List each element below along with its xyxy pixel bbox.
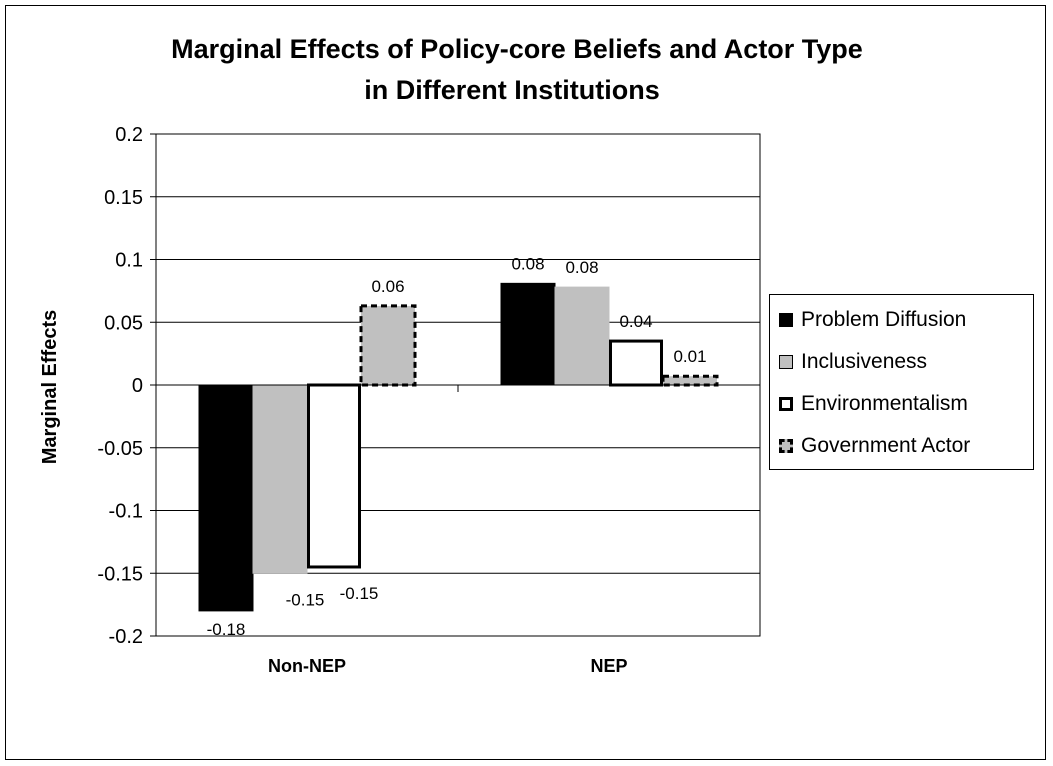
legend-label: Environmentalism bbox=[801, 392, 968, 415]
legend-item: Problem Diffusion bbox=[779, 299, 1033, 341]
bar-inclusiveness-non-nep bbox=[252, 384, 308, 574]
bar-problem-diffusion-non-nep bbox=[198, 384, 254, 612]
y-tick-label: 0 bbox=[132, 375, 143, 397]
y-tick-label: -0.2 bbox=[109, 626, 143, 648]
bars bbox=[198, 282, 719, 612]
bar-government-actor-non-nep bbox=[359, 304, 417, 387]
legend-item: Environmentalism bbox=[779, 383, 1033, 425]
data-label: 0.01 bbox=[673, 347, 706, 366]
legend: Problem Diffusion Inclusiveness Environmen… bbox=[769, 294, 1034, 470]
legend-swatch bbox=[779, 313, 793, 327]
bar-environmentalism-non-nep bbox=[307, 383, 361, 569]
data-label: -0.18 bbox=[207, 620, 246, 639]
axes: 0.2 0.15 0.1 0.05 0 -0.05 -0.1 -0.15 -0.2 bbox=[97, 124, 760, 648]
data-label: -0.15 bbox=[340, 584, 379, 603]
legend-swatch bbox=[779, 397, 793, 411]
legend-item: Inclusiveness bbox=[779, 341, 1033, 383]
bar-inclusiveness-nep bbox=[554, 286, 610, 386]
x-category-label: NEP bbox=[590, 656, 627, 676]
legend-swatch bbox=[779, 439, 793, 453]
y-tick-label: -0.15 bbox=[97, 563, 143, 585]
y-tick-label: 0.2 bbox=[115, 124, 143, 146]
legend-item: Government Actor bbox=[779, 425, 1033, 467]
legend-label: Problem Diffusion bbox=[801, 308, 967, 331]
legend-label: Government Actor bbox=[801, 434, 971, 457]
bar-government-actor-nep bbox=[661, 374, 719, 387]
legend-label: Inclusiveness bbox=[801, 350, 928, 373]
data-label: 0.04 bbox=[619, 312, 652, 331]
legend-swatch bbox=[779, 355, 793, 369]
bar-problem-diffusion-nep bbox=[500, 282, 556, 386]
y-tick-label: 0.1 bbox=[115, 250, 143, 272]
data-labels: -0.18 -0.15 -0.15 0.06 Non-NEP 0.08 0.08 0.04 0.… bbox=[207, 254, 707, 676]
y-axis-label: Marginal Effects bbox=[39, 310, 61, 464]
y-tick-label: -0.1 bbox=[109, 501, 143, 523]
data-label: 0.08 bbox=[511, 254, 544, 273]
y-tick-label: -0.05 bbox=[97, 438, 143, 460]
data-label: 0.08 bbox=[565, 258, 598, 277]
chart-title-line-1: Marginal Effects of Policy-core Beliefs … bbox=[171, 34, 863, 64]
bar-environmentalism-nep bbox=[609, 339, 663, 387]
y-tick-label: 0.05 bbox=[104, 312, 143, 334]
x-category-label: Non-NEP bbox=[268, 656, 346, 676]
chart-title-line-2: in Different Institutions bbox=[364, 75, 659, 105]
data-label: -0.15 bbox=[286, 590, 325, 609]
data-label: 0.06 bbox=[371, 277, 404, 296]
y-tick-label: 0.15 bbox=[104, 187, 143, 209]
